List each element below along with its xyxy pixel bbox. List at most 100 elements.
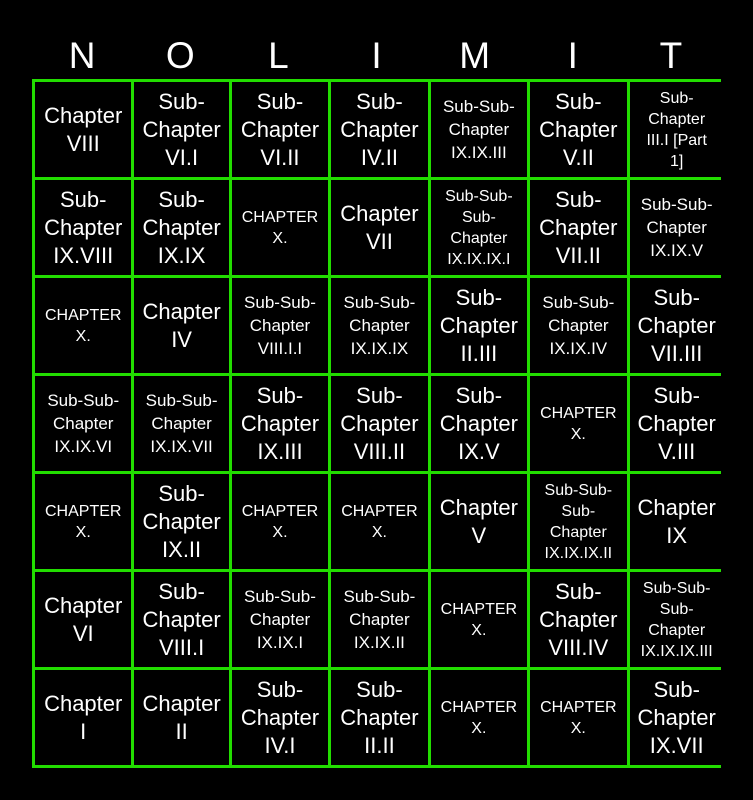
bingo-cell[interactable]: Sub-Chapter V.III	[629, 376, 724, 471]
cell-label: CHAPTER X.	[341, 502, 418, 541]
bingo-cell[interactable]: CHAPTER X.	[430, 670, 528, 765]
bingo-grid: Chapter VIII Sub-Chapter VI.I Sub-Chapter …	[32, 79, 724, 768]
cell-label: Chapter II	[142, 690, 221, 744]
bingo-cell[interactable]: Sub-Sub-Sub-Chapter IX.IX.IX.III	[629, 572, 724, 667]
cell-label: Sub-Sub-Chapter IX.IX.I	[244, 587, 316, 652]
bingo-cell[interactable]: Chapter VI	[35, 572, 132, 667]
bingo-cell[interactable]: Sub-Sub-Chapter IX.IX.VI	[35, 376, 132, 471]
bingo-cell[interactable]: Sub-Sub-Sub-Chapter IX.IX.IX.II	[530, 474, 627, 569]
bingo-cell[interactable]: Sub-Chapter VI.I	[134, 82, 229, 177]
cell-label: CHAPTER X.	[241, 502, 319, 541]
cell-label: Sub-Chapter VII.II	[539, 186, 618, 268]
cell-label: Chapter VIII	[44, 102, 123, 156]
bingo-cell[interactable]: Sub-Chapter VI.II	[231, 82, 329, 177]
bingo-cell[interactable]: CHAPTER X.	[530, 670, 627, 765]
cell-label: CHAPTER X.	[45, 306, 122, 345]
bingo-cell[interactable]: CHAPTER X.	[231, 180, 329, 275]
bingo-cell[interactable]: CHAPTER X.	[331, 474, 428, 569]
bingo-cell[interactable]: Sub-Sub-Chapter IX.IX.VII	[134, 376, 229, 471]
header-letter: I	[567, 35, 578, 76]
bingo-cell[interactable]: Sub-Sub-Chapter IX.IX.II	[331, 572, 428, 667]
cell-label: Sub-Sub-Sub-Chapter IX.IX.IX.III	[640, 579, 713, 660]
bingo-cell[interactable]: Chapter VIII	[35, 82, 132, 177]
cell-label: Sub-Sub-Sub-Chapter IX.IX.IX.I	[445, 187, 513, 268]
bingo-cell[interactable]: Sub-Sub-Chapter IX.IX.III	[430, 82, 528, 177]
bingo-cell[interactable]: CHAPTER X.	[35, 278, 132, 373]
bingo-cell[interactable]: Sub-Chapter II.III	[430, 278, 528, 373]
cell-label: CHAPTER X.	[241, 208, 319, 247]
bingo-cell[interactable]: Sub-Sub-Chapter IX.IX.IX	[331, 278, 428, 373]
bingo-cell[interactable]: Sub-Chapter IX.V	[430, 376, 528, 471]
cell-label: Sub-Chapter IX.VII	[637, 676, 716, 758]
bingo-cell[interactable]: CHAPTER X.	[35, 474, 132, 569]
bingo-cell[interactable]: Sub-Chapter IX.VII	[629, 670, 724, 765]
bingo-cell[interactable]: Sub-Chapter IX.II	[134, 474, 229, 569]
cell-label: Sub-Chapter IX.III	[240, 382, 320, 464]
cell-label: Sub-Sub-Sub-Chapter IX.IX.IX.II	[544, 481, 613, 562]
cell-label: Sub-Chapter IV.II	[340, 88, 419, 170]
bingo-cell[interactable]: Sub-Chapter IX.VIII	[35, 180, 132, 275]
header-letter: N	[68, 35, 96, 76]
bingo-cell[interactable]: Sub-Sub-Chapter IX.IX.V	[629, 180, 724, 275]
cell-label: Sub-Chapter II.III	[439, 284, 518, 366]
bingo-cell[interactable]: CHAPTER X.	[231, 474, 329, 569]
bingo-cell[interactable]: Sub-Chapter IV.I	[231, 670, 329, 765]
cell-label: Sub-Chapter V.II	[539, 88, 618, 170]
header-letter: L	[268, 35, 289, 76]
cell-label: CHAPTER X.	[45, 502, 122, 541]
cell-label: CHAPTER X.	[540, 698, 617, 737]
bingo-cell[interactable]: Sub-Chapter VIII.I	[134, 572, 229, 667]
cell-label: Sub-Sub-Chapter IX.IX.II	[343, 587, 416, 652]
bingo-cell[interactable]: Sub-Sub-Sub-Chapter IX.IX.IX.I	[430, 180, 528, 275]
cell-label: Sub-Chapter IX.II	[142, 480, 221, 562]
bingo-cell[interactable]: Chapter IX	[629, 474, 724, 569]
bingo-cell[interactable]: Sub-Chapter IX.III	[231, 376, 329, 471]
header-letter: M	[459, 35, 491, 76]
cell-label: Sub-Sub-Chapter IX.IX.IV	[542, 293, 615, 358]
cell-label: Sub-Chapter IX.VIII	[44, 186, 123, 268]
cell-label: CHAPTER X.	[440, 600, 518, 639]
cell-label: Sub-Sub-Chapter IX.IX.VI	[47, 391, 120, 456]
bingo-cell[interactable]: Sub-Chapter II.II	[331, 670, 428, 765]
bingo-cell[interactable]: Sub-Chapter III.I [Part 1]	[629, 82, 724, 177]
header-letter: O	[165, 35, 195, 76]
cell-label: Chapter I	[44, 690, 123, 744]
bingo-cell[interactable]: Sub-Chapter VIII.II	[331, 376, 428, 471]
cell-label: Sub-Chapter VI.II	[240, 88, 320, 170]
bingo-cell[interactable]: Chapter V	[430, 474, 528, 569]
cell-label: Sub-Sub-Chapter VIII.I.I	[244, 293, 316, 358]
cell-label: Sub-Chapter IV.I	[240, 676, 320, 758]
cell-label: Sub-Chapter V.III	[637, 382, 716, 464]
cell-label: Sub-Sub-Chapter IX.IX.VII	[145, 391, 218, 456]
bingo-cell[interactable]: Sub-Chapter VII.III	[629, 278, 724, 373]
bingo-cell[interactable]: Chapter II	[134, 670, 229, 765]
cell-label: Sub-Chapter IX.IX	[142, 186, 221, 268]
bingo-cell[interactable]: Chapter I	[35, 670, 132, 765]
cell-label: Chapter V	[439, 494, 518, 548]
bingo-cell[interactable]: CHAPTER X.	[430, 572, 528, 667]
bingo-cell[interactable]: Sub-Chapter VII.II	[530, 180, 627, 275]
bingo-cell[interactable]: Sub-Sub-Chapter IX.IX.IV	[530, 278, 627, 373]
bingo-cell[interactable]: Sub-Chapter V.II	[530, 82, 627, 177]
cell-label: Sub-Chapter VI.I	[142, 88, 221, 170]
bingo-cell[interactable]: Sub-Chapter IV.II	[331, 82, 428, 177]
cell-label: Chapter VI	[44, 592, 123, 646]
cell-label: Sub-Chapter III.I [Part 1]	[646, 89, 707, 170]
cell-label: Sub-Chapter VIII.II	[340, 382, 419, 464]
bingo-cell[interactable]: Chapter IV	[134, 278, 229, 373]
bingo-cell[interactable]: CHAPTER X.	[530, 376, 627, 471]
cell-label: Sub-Sub-Chapter IX.IX.III	[442, 97, 515, 162]
cell-label: Sub-Chapter VIII.I	[142, 578, 221, 660]
bingo-cell[interactable]: Sub-Chapter VIII.IV	[530, 572, 627, 667]
bingo-cell[interactable]: Sub-Chapter IX.IX	[134, 180, 229, 275]
cell-label: CHAPTER X.	[440, 698, 518, 737]
bingo-cell[interactable]: Sub-Sub-Chapter VIII.I.I	[231, 278, 329, 373]
cell-label: Sub-Chapter VIII.IV	[539, 578, 618, 660]
bingo-cell[interactable]: Chapter VII	[331, 180, 428, 275]
cell-label: Chapter IX	[637, 494, 716, 548]
bingo-cell[interactable]: Sub-Sub-Chapter IX.IX.I	[231, 572, 329, 667]
cell-label: Sub-Chapter II.II	[340, 676, 419, 758]
cell-label: Chapter IV	[142, 298, 221, 352]
header-letter: T	[659, 35, 683, 76]
